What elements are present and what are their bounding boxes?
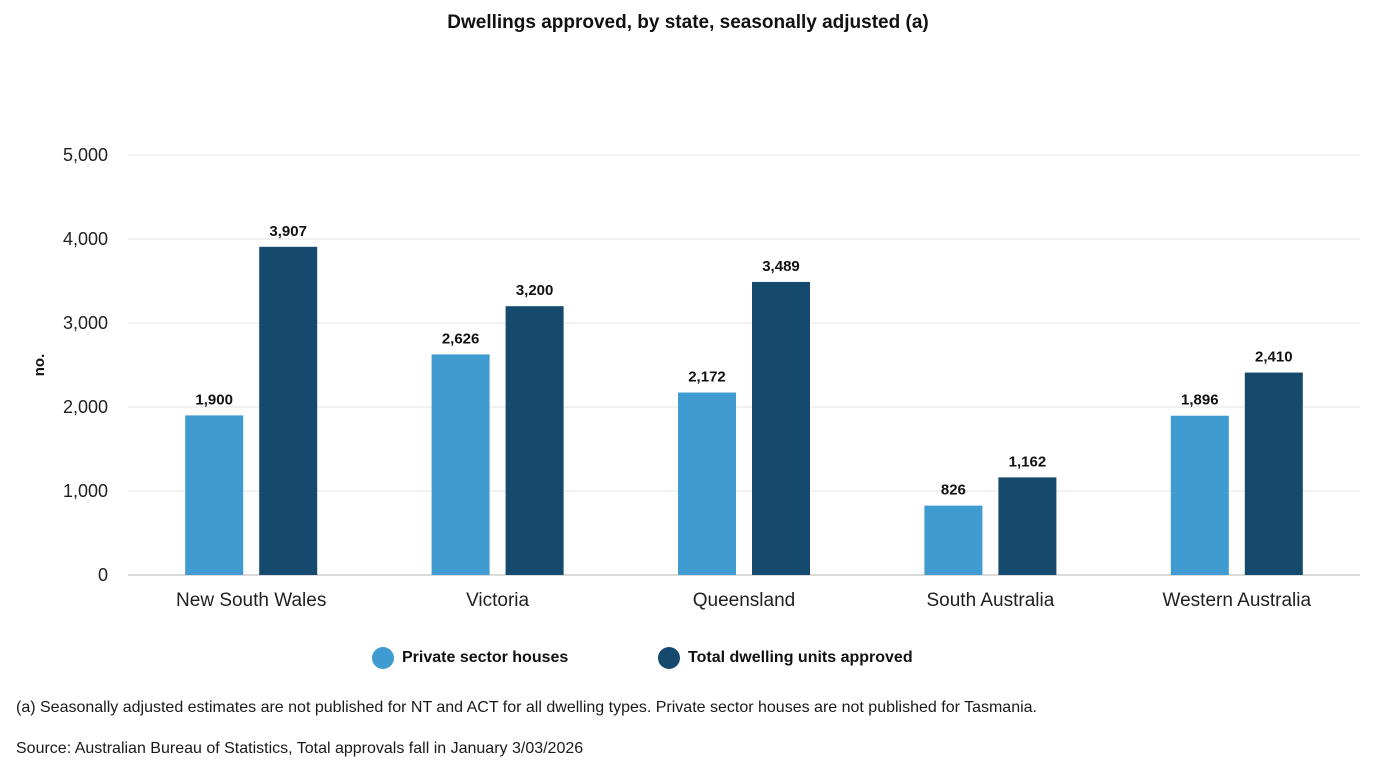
- legend-item-private-sector-houses: Private sector houses: [372, 645, 568, 671]
- bar-chart: 0 1,000 2,000 3,000 4,000 5,000 1,900 3,907 2,6…: [31, 145, 1360, 611]
- data-label: 2,626: [442, 330, 480, 347]
- bar-new-south-wales-series-1: [259, 246, 318, 575]
- x-axis-ticks: New South Wales Victoria Queensland South A…: [176, 590, 1311, 611]
- y-axis-ticks: 0 1,000 2,000 3,000 4,000 5,000: [63, 145, 108, 585]
- legend-label-private-sector-houses: Private sector houses: [402, 649, 569, 666]
- x-tick-label: South Australia: [926, 590, 1054, 611]
- y-tick-label: 5,000: [63, 145, 108, 165]
- legend-swatch-private-sector-houses: [372, 647, 394, 669]
- y-tick-label: 4,000: [63, 229, 108, 249]
- y-tick-label: 0: [98, 565, 108, 585]
- footnote: (a) Seasonally adjusted estimates are no…: [16, 699, 1037, 716]
- data-label: 1,896: [1181, 392, 1219, 409]
- bar-queensland-series-1: [752, 281, 810, 575]
- gridlines: [128, 154, 1360, 576]
- x-tick-label: Victoria: [466, 590, 529, 611]
- data-label: 3,907: [269, 223, 307, 240]
- bar-queensland-series-0: [678, 392, 736, 575]
- source-note: Source: Australian Bureau of Statistics,…: [16, 740, 584, 757]
- data-labels: 1,900 3,907 2,626 3,200 2,172 3,489 826 1,162 1,…: [195, 223, 1292, 499]
- bar-western-australia-series-1: [1244, 372, 1303, 575]
- data-label: 826: [941, 482, 966, 499]
- bar-new-south-wales-series-0: [185, 415, 244, 575]
- bar-south-australia-series-0: [924, 505, 983, 575]
- data-label: 1,162: [1009, 453, 1047, 470]
- data-label: 3,200: [516, 282, 554, 299]
- data-label: 3,489: [762, 258, 800, 275]
- data-label: 1,900: [195, 391, 233, 408]
- x-tick-label: Western Australia: [1163, 590, 1312, 611]
- bar-victoria-series-0: [431, 354, 490, 575]
- chart-title: Dwellings approved, by state, seasonally…: [447, 12, 929, 33]
- bar-victoria-series-1: [505, 306, 564, 575]
- data-label: 2,172: [688, 369, 726, 386]
- x-tick-label: Queensland: [693, 590, 795, 611]
- y-axis-label: no.: [31, 354, 48, 377]
- bar-western-australia-series-0: [1170, 415, 1229, 575]
- y-tick-label: 3,000: [63, 313, 108, 333]
- legend-swatch-total-dwelling-units: [658, 647, 680, 669]
- data-label: 2,410: [1255, 349, 1293, 366]
- bar-south-australia-series-1: [998, 477, 1057, 575]
- x-tick-label: New South Wales: [176, 590, 326, 611]
- y-tick-label: 2,000: [63, 397, 108, 417]
- bars: [185, 246, 1303, 575]
- legend-label-total-dwelling-units: Total dwelling units approved: [688, 649, 913, 666]
- y-tick-label: 1,000: [63, 481, 108, 501]
- legend: Private sector houses Total dwelling uni…: [0, 645, 1376, 675]
- legend-item-total-dwelling-units: Total dwelling units approved: [658, 645, 913, 671]
